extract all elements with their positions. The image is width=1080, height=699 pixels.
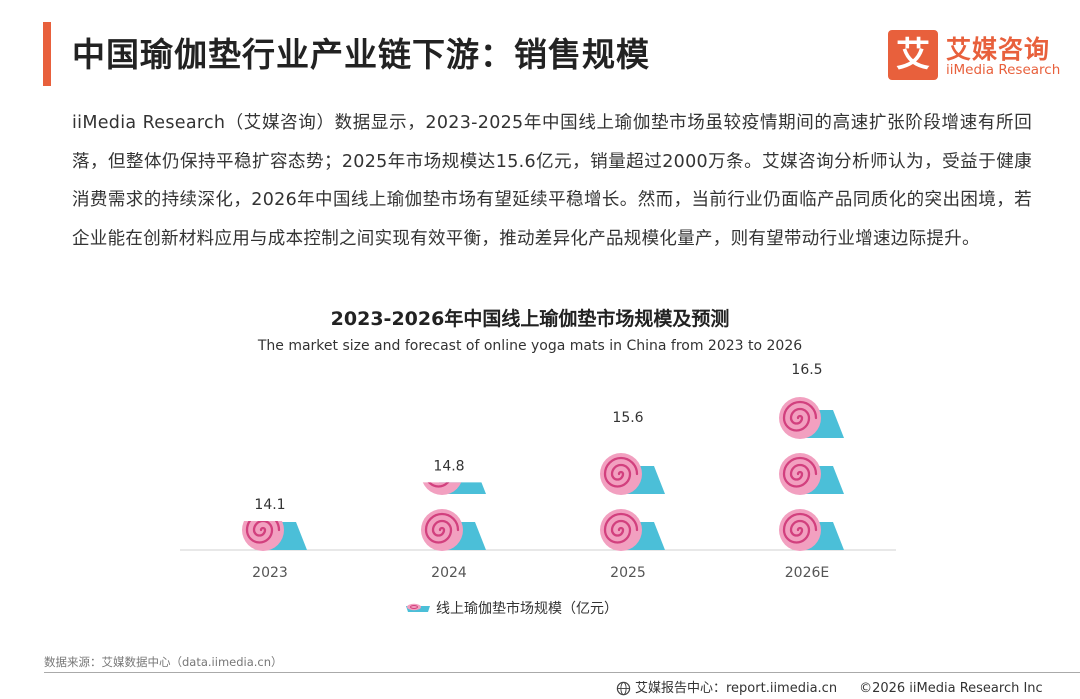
- legend-label: 线上瑜伽垫市场规模（亿元）: [436, 601, 618, 617]
- chart-subtitle: The market size and forecast of online y…: [257, 338, 803, 354]
- globe-icon: [616, 681, 631, 696]
- x-tick-label-2024: 2024: [431, 565, 467, 581]
- legend-mat-icon: [406, 603, 430, 612]
- data-source: 数据来源：艾媒数据中心（data.iimedia.cn）: [44, 655, 283, 669]
- pictograph-bar-chart: 14.1 2023 14.8 2024 15.6 2025 16.5 2026E: [180, 362, 896, 581]
- value-label-2024: 14.8: [433, 458, 464, 474]
- footer-copyright: ©2026 iiMedia Research Inc: [859, 681, 1043, 696]
- chart-title: 2023-2026年中国线上瑜伽垫市场规模及预测: [330, 308, 730, 330]
- x-tick-label-2026E: 2026E: [785, 565, 829, 581]
- rolled-yoga-mat-icon: [240, 521, 309, 553]
- logo-english-name: iiMedia Research: [946, 62, 1061, 78]
- value-label-2025: 15.6: [612, 410, 643, 426]
- rolled-yoga-mat-icon: [777, 395, 846, 441]
- bar-2025: [598, 451, 667, 553]
- bar-2023: [240, 521, 309, 553]
- value-label-2026E: 16.5: [791, 362, 822, 378]
- labels-group: 14.1 2023 14.8 2024 15.6 2025 16.5 2026E: [252, 362, 829, 581]
- x-tick-label-2023: 2023: [252, 565, 288, 581]
- logo-mark: 艾: [888, 30, 938, 80]
- rolled-yoga-mat-icon: [419, 507, 488, 553]
- footer-divider: [44, 672, 1080, 673]
- bars-group: [240, 395, 846, 553]
- page-title: 中国瑜伽垫行业产业链下游：销售规模: [72, 35, 650, 74]
- footer-bar: 艾媒报告中心：report.iimedia.cn ©2026 iiMedia Re…: [616, 677, 1043, 696]
- rolled-yoga-mat-icon: [598, 507, 667, 553]
- rolled-yoga-mat-icon: [777, 507, 846, 553]
- intro-paragraph: iiMedia Research（艾媒咨询）数据显示，2023-2025年中国线…: [72, 113, 1032, 249]
- title-accent-bar: [43, 22, 51, 86]
- rolled-yoga-mat-icon: [777, 451, 846, 497]
- x-tick-label-2025: 2025: [610, 565, 646, 581]
- value-label-2023: 14.1: [254, 497, 285, 513]
- footer-report-center-link[interactable]: 艾媒报告中心：report.iimedia.cn: [635, 681, 838, 696]
- bar-2026E: [777, 395, 846, 553]
- rolled-yoga-mat-icon: [598, 451, 667, 497]
- iimedia-logo[interactable]: 艾 艾媒咨询 iiMedia Research: [888, 28, 1068, 84]
- logo-chinese-name: 艾媒咨询: [946, 35, 1051, 64]
